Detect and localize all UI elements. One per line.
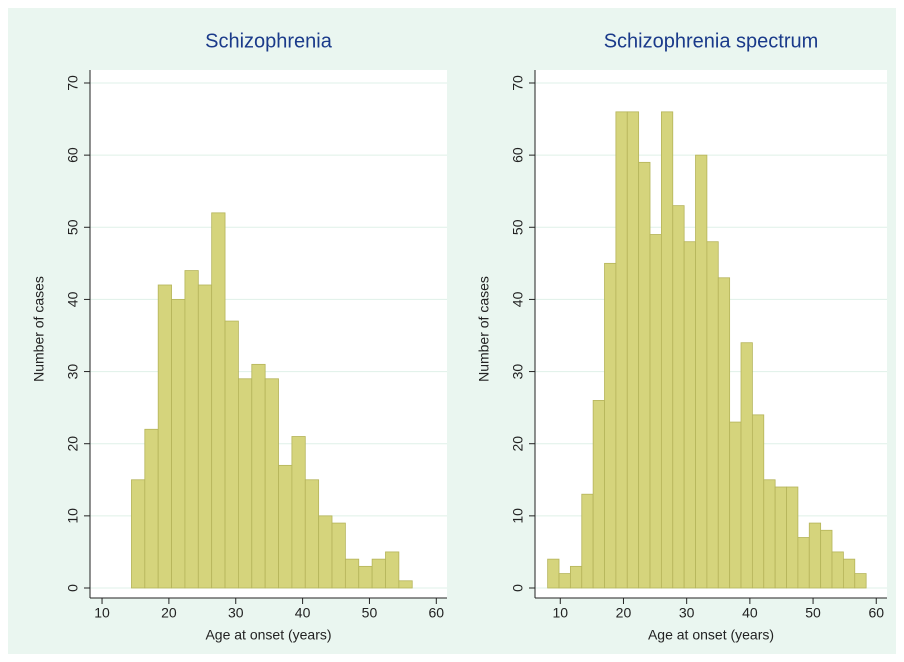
bar (144, 428, 159, 589)
bar (592, 400, 605, 589)
bar (660, 111, 674, 589)
y-tick-label: 40 (65, 291, 81, 307)
bar (371, 558, 386, 589)
bar (344, 558, 360, 589)
bar (558, 573, 571, 589)
x-tick-label: 60 (868, 605, 884, 621)
y-tick-label: 0 (510, 584, 526, 592)
bar (626, 111, 640, 589)
bar (398, 580, 413, 589)
bar (638, 161, 651, 589)
bar (171, 299, 186, 589)
bar (774, 486, 787, 589)
bar (604, 262, 617, 589)
x-axis-label: Age at onset (years) (648, 627, 774, 643)
y-tick-label: 40 (510, 291, 526, 307)
bar (729, 421, 742, 589)
bar (854, 573, 867, 589)
y-tick-label: 10 (65, 508, 81, 524)
x-tick-label: 10 (552, 605, 568, 621)
chart-title: Schizophrenia (205, 30, 333, 52)
bar (831, 551, 844, 589)
y-tick-label: 30 (510, 364, 526, 380)
y-tick-label: 10 (510, 508, 526, 524)
y-axis-label: Number of cases (31, 276, 47, 382)
y-tick-label: 70 (65, 75, 81, 91)
bar (808, 522, 822, 589)
bar (224, 320, 239, 589)
bar (581, 493, 594, 589)
bar (797, 537, 810, 589)
bar (211, 212, 226, 589)
x-tick-label: 60 (429, 605, 445, 621)
y-tick-label: 50 (65, 219, 81, 235)
y-tick-label: 70 (510, 75, 526, 91)
y-tick-label: 30 (65, 364, 81, 380)
bar (251, 363, 266, 589)
x-tick-label: 10 (94, 605, 110, 621)
bar (569, 565, 583, 589)
bar (820, 529, 833, 589)
bar (184, 270, 199, 589)
x-axis-label: Age at onset (years) (205, 627, 331, 643)
bar (740, 342, 753, 589)
x-tick-label: 50 (362, 605, 378, 621)
bar (318, 515, 333, 589)
bar (615, 111, 628, 589)
y-tick-label: 50 (510, 219, 526, 235)
x-tick-label: 40 (295, 605, 311, 621)
x-tick-label: 30 (679, 605, 695, 621)
bar (695, 154, 708, 589)
bar (197, 284, 213, 589)
x-tick-label: 30 (228, 605, 244, 621)
bar (238, 378, 253, 589)
bar (131, 479, 146, 589)
bar (304, 479, 320, 589)
x-tick-label: 20 (616, 605, 632, 621)
bar (358, 565, 373, 589)
bar (264, 378, 279, 589)
x-tick-label: 20 (161, 605, 177, 621)
y-tick-label: 60 (65, 147, 81, 163)
y-tick-label: 20 (510, 436, 526, 452)
bar (649, 234, 662, 589)
bar (291, 436, 306, 589)
bar (706, 241, 719, 589)
y-tick-label: 20 (65, 436, 81, 452)
y-axis-label: Number of cases (476, 276, 492, 382)
y-tick-label: 0 (65, 584, 81, 592)
bar (385, 551, 400, 589)
bar (683, 241, 696, 589)
bar (331, 522, 346, 589)
bar (672, 205, 685, 589)
x-tick-label: 50 (805, 605, 821, 621)
bar (763, 479, 776, 589)
y-tick-label: 60 (510, 147, 526, 163)
bar (751, 414, 765, 589)
bar (786, 486, 799, 589)
bar (157, 284, 172, 589)
bar (547, 558, 560, 589)
bar (842, 558, 856, 589)
bar (717, 277, 731, 589)
chart-title: Schizophrenia spectrum (604, 30, 819, 52)
x-tick-label: 40 (742, 605, 758, 621)
bar (278, 464, 293, 589)
